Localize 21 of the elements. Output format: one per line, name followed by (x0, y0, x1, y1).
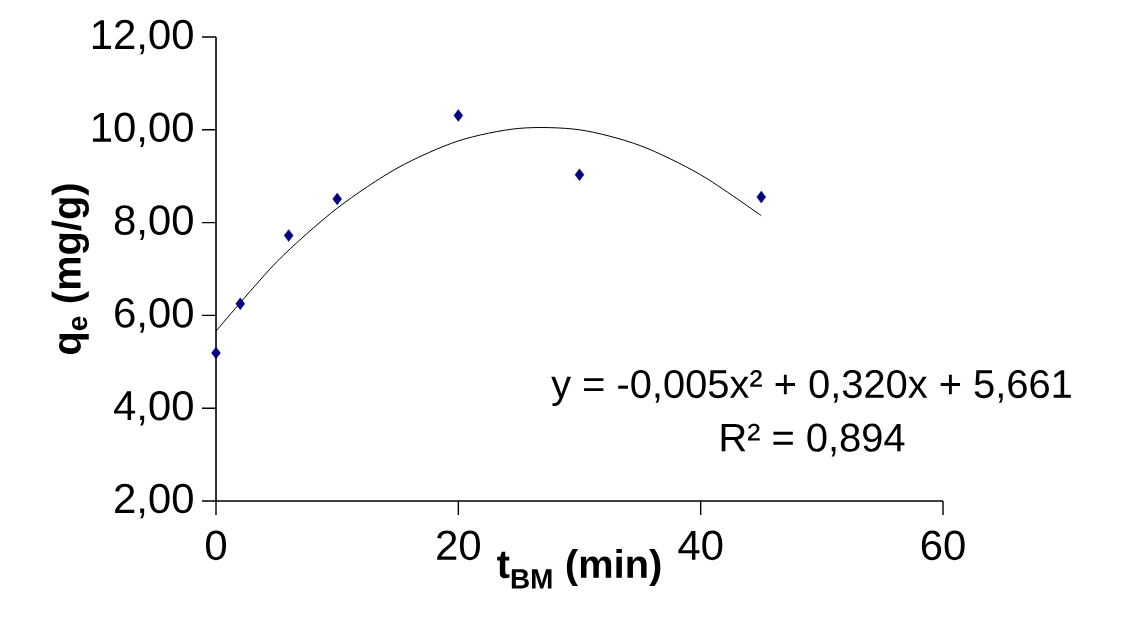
point (453, 109, 464, 122)
point (235, 297, 245, 310)
y-tick-label: 4,00 (114, 390, 193, 426)
point (284, 229, 294, 242)
y-axis-title: q$_{e}$ (mg/g) (51, 184, 89, 354)
point (574, 168, 585, 181)
annotation: y = -0,005x² + 0,320x + 5,661 (551, 369, 1071, 407)
x-axis-title: t$_{BM}$ (min) (497, 548, 661, 589)
y-tick-label: 6,00 (115, 298, 193, 333)
annotation: R² = 0,894 (721, 423, 905, 457)
y-tick-label: 8,00 (114, 205, 193, 240)
y-tick-label: 12,00 (92, 19, 193, 55)
point (211, 346, 221, 360)
y-tick-label: 10,00 (92, 112, 193, 148)
x-tick-label: 0 (206, 530, 227, 561)
x-tick-label: 20 (437, 530, 480, 561)
point (756, 190, 766, 204)
x-tick-label: 60 (921, 530, 965, 561)
y-tick-label: 2,00 (115, 483, 193, 519)
point (332, 192, 342, 206)
x-tick-label: 40 (678, 530, 723, 561)
